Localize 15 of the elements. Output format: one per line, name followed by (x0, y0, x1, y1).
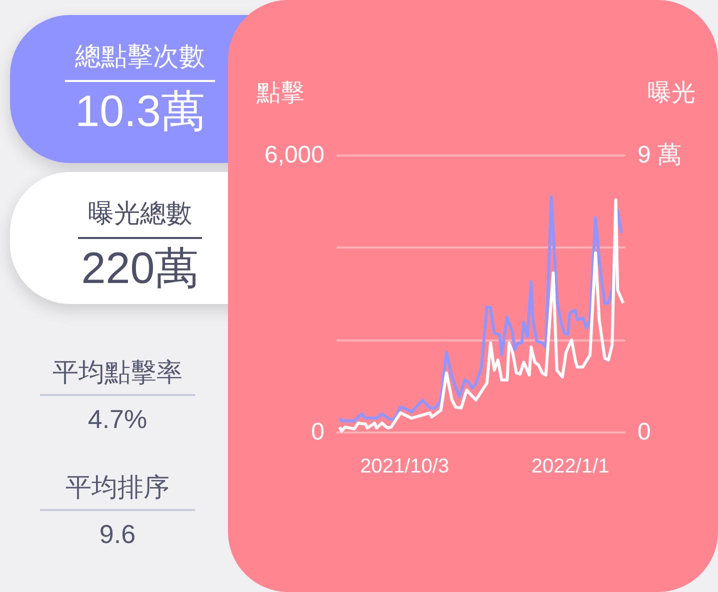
text: 9.6 (98, 519, 137, 550)
x-tick-label: 2021/10/3 (360, 456, 450, 478)
text: 平均點擊率 (40, 355, 195, 396)
y2-axis-title: 曝光 (648, 80, 696, 106)
y2-tick-label: 9 萬 (638, 142, 682, 168)
text: 4.7% (86, 404, 148, 435)
text: 220萬 (80, 243, 200, 295)
y-axis-title: 點擊 (256, 80, 304, 106)
x-tick-label: 2022/1/1 (531, 456, 610, 478)
y-tick-label: 6,000 (264, 142, 324, 168)
text: 曝光總數 (78, 196, 202, 239)
text: 總點擊次數 (65, 39, 215, 82)
text: 10.3萬 (75, 87, 205, 136)
y2-tick-label: 0 (638, 418, 651, 446)
text: 平均排序 (40, 470, 195, 511)
